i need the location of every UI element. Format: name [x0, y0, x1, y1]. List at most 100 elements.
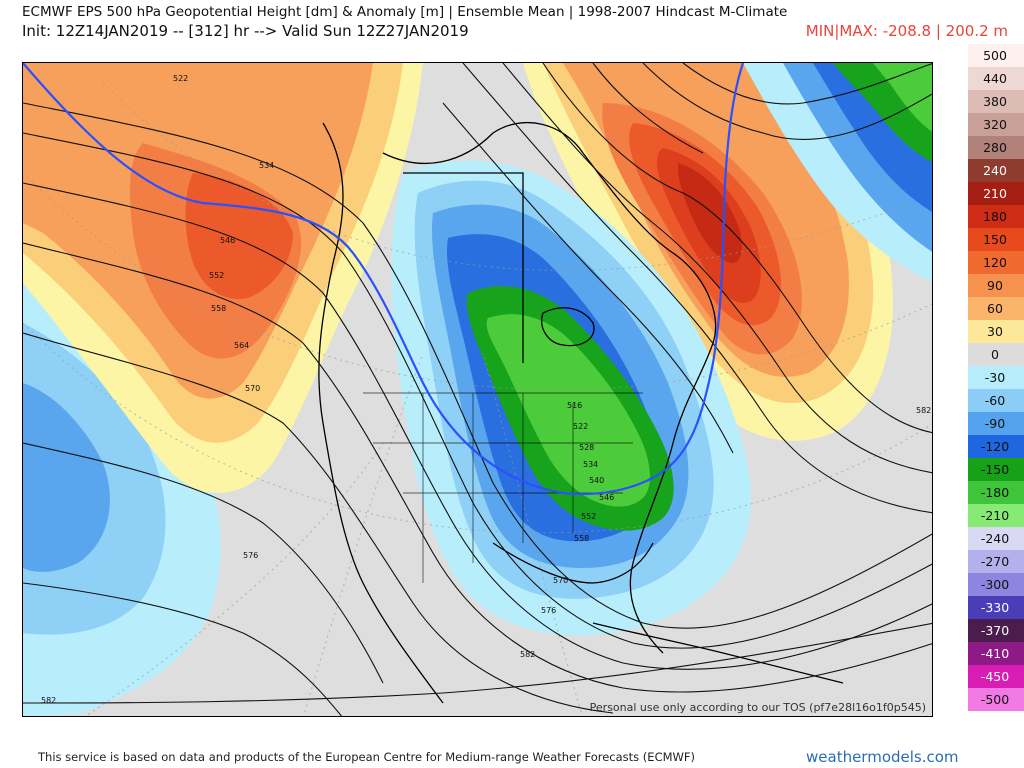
height-contours [23, 63, 932, 716]
map-canvas: 522 534 546 552 558 564 570 576 582 516 … [23, 63, 932, 716]
legend-swatch [968, 67, 1024, 90]
legend-label: 380 [983, 94, 1007, 109]
legend-swatch [968, 205, 1024, 228]
legend-label: 90 [987, 278, 1003, 293]
legend-entry: 380 [968, 90, 1024, 113]
legend-label: -120 [980, 439, 1010, 454]
legend-entry: -370 [968, 619, 1024, 642]
legend-label: 0 [991, 347, 999, 362]
coastlines [318, 121, 844, 704]
legend-swatch [968, 642, 1024, 665]
legend-label: -300 [980, 577, 1010, 592]
legend-entry: -500 [968, 688, 1024, 711]
contour-label: 558 [211, 304, 226, 313]
map-subtitle: Init: 12Z14JAN2019 -- [312] hr --> Valid… [22, 22, 469, 40]
legend-entry: -410 [968, 642, 1024, 665]
legend-entry: -30 [968, 366, 1024, 389]
legend-swatch [968, 366, 1024, 389]
legend-label: 120 [983, 255, 1007, 270]
contour-label: 534 [583, 460, 598, 469]
legend-entry: -240 [968, 527, 1024, 550]
legend-label: -370 [980, 623, 1010, 638]
legend-swatch [968, 550, 1024, 573]
legend-entry: 120 [968, 251, 1024, 274]
anomaly-trough-negative-180 [486, 314, 650, 507]
legend-swatch [968, 297, 1024, 320]
legend-label: -180 [980, 485, 1010, 500]
legend-swatch [968, 504, 1024, 527]
legend-entry: 240 [968, 159, 1024, 182]
legend-label: -330 [980, 600, 1010, 615]
legend-entry: 0 [968, 343, 1024, 366]
contour-label: 570 [245, 384, 260, 393]
legend-entry: -450 [968, 665, 1024, 688]
legend-label: -30 [984, 370, 1006, 385]
legend-swatch [968, 159, 1024, 182]
legend-swatch [968, 481, 1024, 504]
legend-entry: -300 [968, 573, 1024, 596]
contour-labels: 522 534 546 552 558 564 570 576 582 516 … [41, 74, 931, 705]
contour-label: 576 [243, 551, 258, 560]
forecast-map[interactable]: 522 534 546 552 558 564 570 576 582 516 … [22, 62, 933, 717]
legend-entry: -60 [968, 389, 1024, 412]
legend-swatch [968, 136, 1024, 159]
legend-label: -500 [980, 692, 1010, 707]
legend-entry: 500 [968, 44, 1024, 67]
contour-label: 582 [41, 696, 56, 705]
legend-entry: -270 [968, 550, 1024, 573]
contour-label: 570 [553, 576, 568, 585]
contour-label: 552 [209, 271, 224, 280]
anomaly-legend: 500 440 380 320 280 240 210 180 150 120 90 60 30 0 -30… [968, 44, 1024, 711]
legend-swatch [968, 665, 1024, 688]
contour-label: 576 [541, 606, 556, 615]
legend-swatch [968, 458, 1024, 481]
legend-swatch [968, 389, 1024, 412]
anomaly-east-positive-210 [678, 163, 742, 263]
legend-entry: 280 [968, 136, 1024, 159]
legend-label: 500 [983, 48, 1007, 63]
brand-link[interactable]: weathermodels.com [806, 748, 959, 766]
legend-entry: -210 [968, 504, 1024, 527]
legend-label: 210 [983, 186, 1007, 201]
legend-entry: 210 [968, 182, 1024, 205]
legend-swatch [968, 182, 1024, 205]
legend-entry: 30 [968, 320, 1024, 343]
legend-label: 320 [983, 117, 1007, 132]
legend-label: -410 [980, 646, 1010, 661]
legend-entry: 90 [968, 274, 1024, 297]
legend-swatch [968, 435, 1024, 458]
contour-label: 522 [573, 422, 588, 431]
legend-swatch [968, 573, 1024, 596]
legend-label: -90 [984, 416, 1006, 431]
legend-label: 60 [987, 301, 1003, 316]
legend-entry: 150 [968, 228, 1024, 251]
legend-entry: -90 [968, 412, 1024, 435]
legend-swatch [968, 412, 1024, 435]
legend-swatch [968, 90, 1024, 113]
legend-entry: 180 [968, 205, 1024, 228]
contour-label: 564 [234, 341, 249, 350]
legend-label: -240 [980, 531, 1010, 546]
legend-swatch [968, 44, 1024, 67]
graticule [23, 82, 932, 716]
tos-note: Personal use only according to our TOS (… [589, 701, 926, 714]
legend-entry: -330 [968, 596, 1024, 619]
contour-label: 546 [220, 236, 235, 245]
anomaly-pacific-negative-inner [23, 383, 110, 572]
legend-entry: -180 [968, 481, 1024, 504]
legend-swatch [968, 228, 1024, 251]
legend-swatch [968, 527, 1024, 550]
legend-swatch [968, 343, 1024, 366]
contour-label: 558 [574, 534, 589, 543]
contour-label: 516 [567, 401, 582, 410]
legend-label: -150 [980, 462, 1010, 477]
contour-label: 540 [589, 476, 604, 485]
legend-label: 180 [983, 209, 1007, 224]
legend-swatch [968, 688, 1024, 711]
legend-label: -60 [984, 393, 1006, 408]
legend-label: 150 [983, 232, 1007, 247]
contour-label: 522 [173, 74, 188, 83]
legend-entry: 440 [968, 67, 1024, 90]
contour-label: 546 [599, 493, 614, 502]
legend-swatch [968, 274, 1024, 297]
